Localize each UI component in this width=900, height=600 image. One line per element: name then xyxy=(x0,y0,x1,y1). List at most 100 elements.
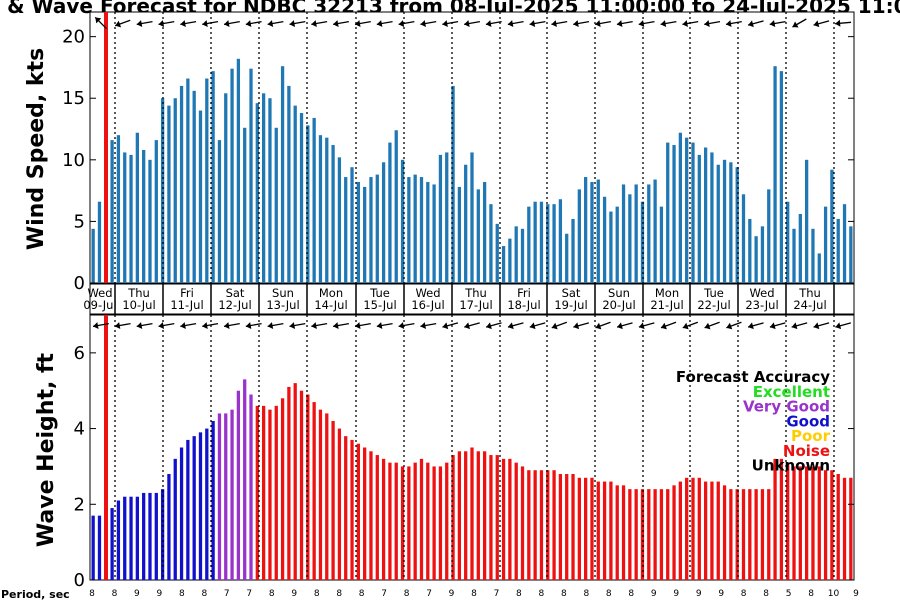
period-value: 8 xyxy=(404,589,410,599)
wind-bar xyxy=(546,204,550,283)
wind-bar xyxy=(741,194,746,283)
wind-bar xyxy=(91,228,95,283)
wave-arrow-head xyxy=(704,322,711,330)
wind-bar xyxy=(186,78,190,284)
wind-direction-arrow xyxy=(638,20,655,27)
wave-bar xyxy=(325,413,329,580)
wind-bar xyxy=(407,177,411,283)
wave-bar xyxy=(691,477,695,580)
wind-arrow-head xyxy=(136,20,143,27)
wave-bar xyxy=(685,477,689,580)
wind-bar xyxy=(609,211,613,283)
wind-bar xyxy=(647,184,651,283)
wave-arrow-head xyxy=(551,322,558,330)
wind-bar xyxy=(198,110,203,283)
day-label-dow: Sun xyxy=(272,286,294,300)
wave-bar xyxy=(337,428,342,580)
wind-arrow-head xyxy=(529,20,536,27)
legend-item: Very Good xyxy=(743,398,830,416)
wind-arrow-head xyxy=(398,20,405,27)
wave-arrow-head xyxy=(486,322,492,330)
day-label-date: 10-Jul xyxy=(122,298,155,312)
wind-bar xyxy=(457,186,462,283)
wave-arrow-head xyxy=(442,322,449,330)
day-label-dow: Mon xyxy=(319,286,343,300)
wind-bar xyxy=(268,98,272,283)
period-value: 7 xyxy=(224,589,230,599)
wind-bar xyxy=(691,142,695,283)
wave-direction-arrow xyxy=(311,322,328,329)
wind-bar xyxy=(280,66,285,283)
wave-arrow-head xyxy=(333,322,339,329)
wind-arrow-head xyxy=(573,20,579,27)
wind-bar xyxy=(659,206,664,283)
wave-arrow-head xyxy=(573,322,580,330)
wind-bar xyxy=(584,177,588,283)
wind-bar xyxy=(116,135,121,283)
wind-arrow-head xyxy=(485,20,492,27)
wind-bar xyxy=(211,71,215,283)
wave-arrow-head xyxy=(136,322,143,329)
period-value: 9 xyxy=(134,589,140,599)
wave-bar xyxy=(640,489,645,580)
wind-direction-arrow xyxy=(202,20,219,27)
period-value: 9 xyxy=(449,589,455,599)
wave-bar xyxy=(375,455,379,580)
wave-bar xyxy=(533,470,537,580)
wind-arrow-head xyxy=(376,20,383,27)
wave-bar xyxy=(438,466,443,580)
wind-bar xyxy=(621,184,626,283)
wave-bar xyxy=(129,496,133,580)
wind-bar xyxy=(331,145,335,283)
wind-bar xyxy=(558,199,563,283)
wave-arrow-head xyxy=(726,322,733,330)
wave-bar xyxy=(558,474,563,580)
wind-arrow-head xyxy=(595,20,601,27)
wind-bar xyxy=(577,189,581,283)
period-value: 8 xyxy=(202,589,208,599)
wave-arrow-head xyxy=(158,322,165,329)
wave-bar xyxy=(729,489,733,580)
wave-bar xyxy=(198,432,203,580)
wind-arrow-head xyxy=(748,20,754,28)
wind-bar xyxy=(445,152,449,283)
wave-arrow-head xyxy=(114,322,121,329)
wind-arrow-head xyxy=(638,20,645,27)
wind-bar xyxy=(369,177,373,283)
wave-bar xyxy=(552,470,556,580)
wave-bar xyxy=(735,489,739,580)
period-value: 7 xyxy=(494,589,500,599)
wind-bar xyxy=(388,142,392,283)
wave-bar xyxy=(602,481,607,580)
wind-direction-arrow xyxy=(311,20,328,27)
wind-bar xyxy=(836,218,840,283)
wind-arrow-head xyxy=(158,20,165,27)
wave-bar xyxy=(703,481,708,580)
wave-arrow-head xyxy=(267,322,274,329)
wind-bar xyxy=(735,167,739,283)
wave-bar xyxy=(666,489,670,580)
day-label-date: 17-Jul xyxy=(459,298,492,312)
wind-direction-arrow xyxy=(529,20,546,27)
wind-bar xyxy=(179,85,184,283)
wave-bar xyxy=(798,466,802,580)
period-axis-label: Period, sec xyxy=(1,588,70,600)
day-label-dow: Sat xyxy=(226,286,245,300)
period-value: 8 xyxy=(314,589,320,599)
period-value: 9 xyxy=(651,589,657,599)
wave-bar xyxy=(748,489,752,580)
period-value: 8 xyxy=(269,589,275,599)
wave-bar xyxy=(659,489,664,580)
day-label-dow: Tue xyxy=(369,286,390,300)
wave-bar xyxy=(457,451,462,580)
wind-bar xyxy=(325,137,329,283)
wind-bar xyxy=(533,201,537,283)
wave-direction-arrow xyxy=(791,322,808,330)
wave-bar xyxy=(451,455,455,580)
wave-bar xyxy=(230,409,234,580)
wind-direction-arrow xyxy=(813,20,830,28)
period-value: 7 xyxy=(381,589,387,599)
wave-bar xyxy=(571,474,575,580)
wind-bar xyxy=(842,204,847,283)
wave-direction-arrow xyxy=(769,322,786,330)
